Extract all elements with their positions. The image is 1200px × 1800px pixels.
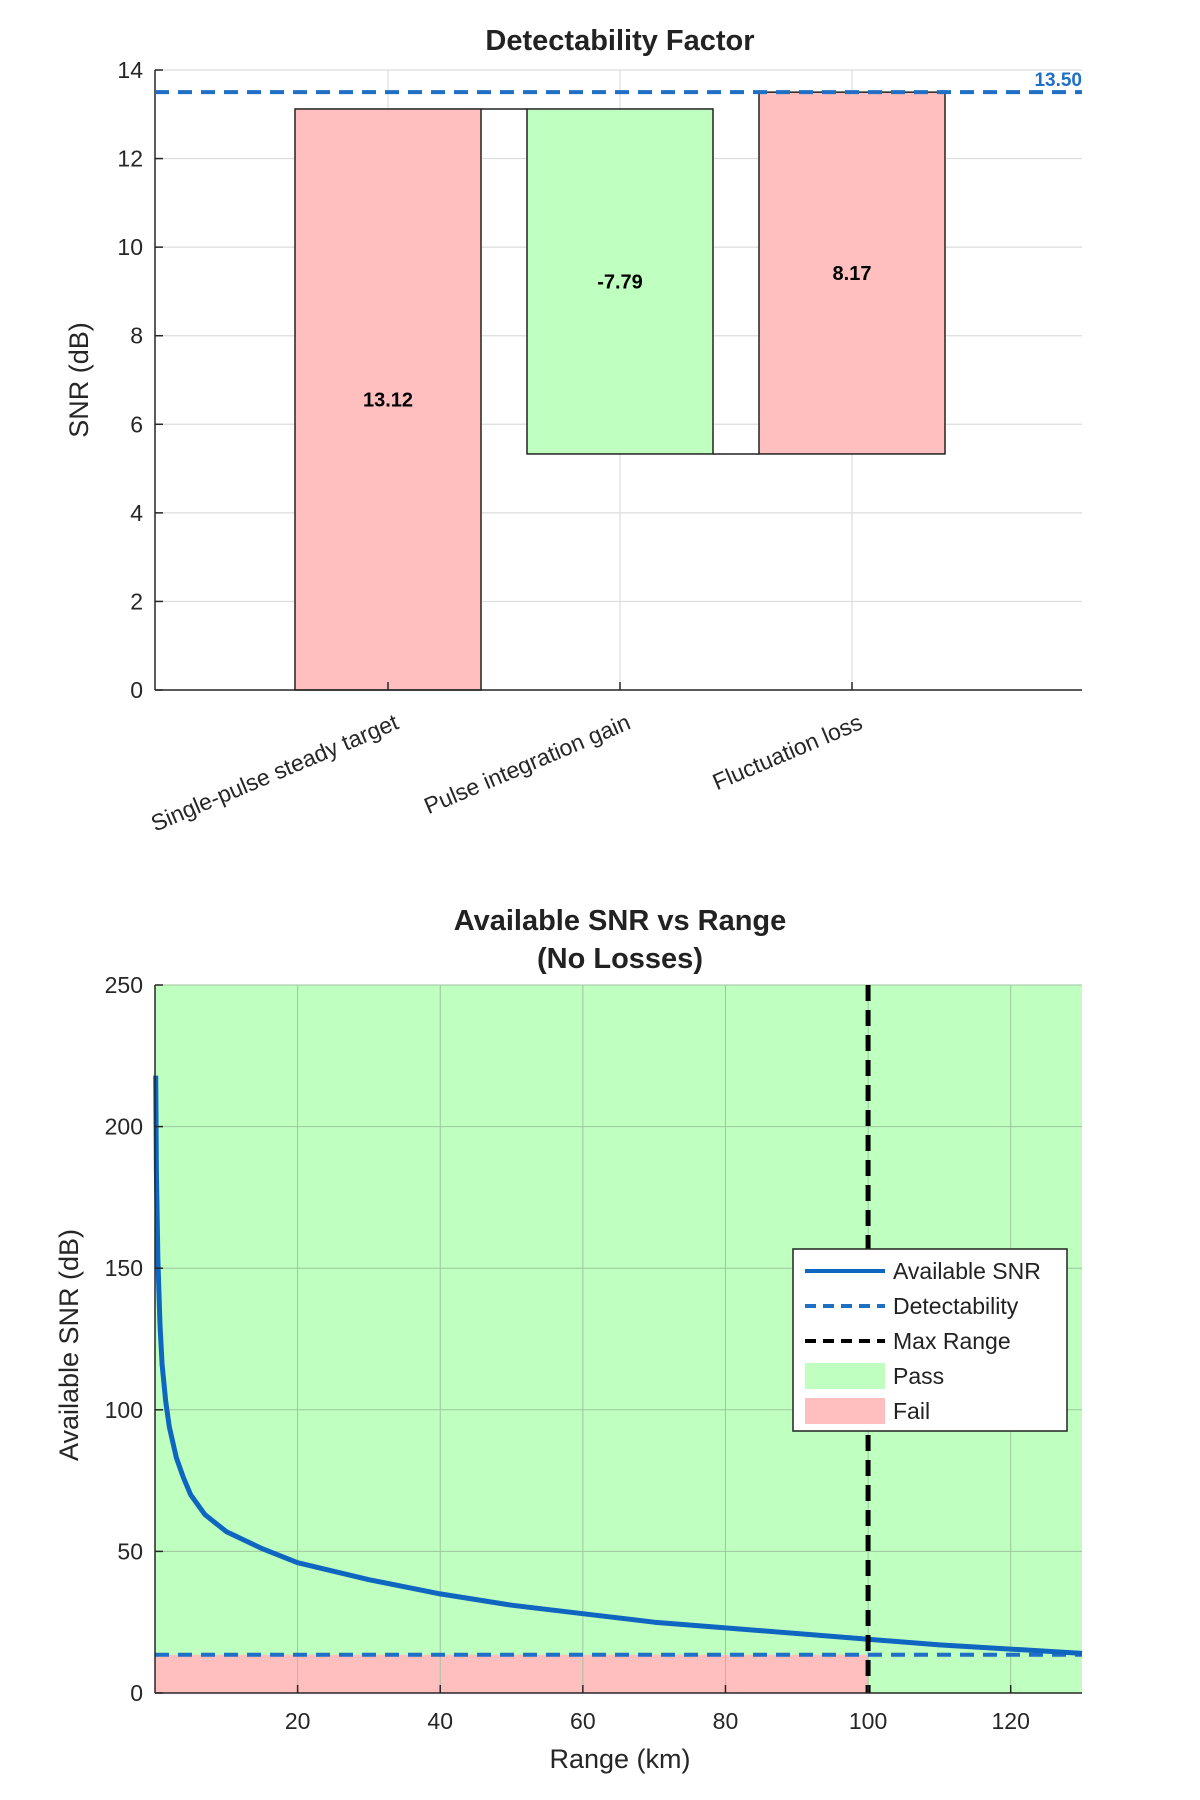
chart2-y-tick-label: 0 — [130, 1680, 143, 1706]
chart2-y-tick-label: 250 — [105, 972, 143, 998]
chart2-y-axis-label: Available SNR (dB) — [54, 1229, 84, 1461]
chart1-bar-value-label: -7.79 — [597, 271, 643, 293]
chart2-legend-entry-label: Max Range — [893, 1328, 1011, 1354]
chart1-bar-value-label: 8.17 — [833, 263, 872, 285]
chart2-x-tick-label: 20 — [285, 1708, 311, 1734]
chart2-title-line2: (No Losses) — [537, 943, 703, 975]
chart1-title: Detectability Factor — [485, 25, 754, 57]
chart2-legend: Available SNR Detectability Max Range Pass F… — [792, 1248, 1068, 1432]
chart1-bar — [526, 108, 714, 455]
chart2-legend-entry-label: Available SNR — [893, 1258, 1041, 1284]
chart2-x-tick-label: 40 — [427, 1708, 453, 1734]
chart2-x-axis-label: Range (km) — [549, 1744, 690, 1774]
chart2-x-tick-label: 100 — [849, 1708, 887, 1734]
chart1-y-tick-label: 10 — [117, 234, 143, 260]
chart1-y-tick-label: 2 — [130, 588, 143, 614]
chart1-y-tick-label: 4 — [130, 500, 143, 526]
chart1-y-tick-label: 6 — [130, 411, 143, 437]
chart2-y-tick-label: 50 — [117, 1538, 143, 1564]
chart2-plot-area: 20 40 60 80 100 120 0 50 100 150 200 250 Available S… — [105, 972, 1083, 1734]
chart2-fail-region — [155, 1654, 869, 1693]
chart2-legend-entry-label: Detectability — [893, 1293, 1019, 1319]
chart2-x-tick-label: 80 — [713, 1708, 739, 1734]
chart2-available-snr-line — [153, 1075, 1083, 1656]
chart2-x-tick-label: 120 — [992, 1708, 1030, 1734]
chart1-detectability-label: 13.50 — [1034, 70, 1082, 91]
chart1-y-axis-label: SNR (dB) — [64, 322, 94, 438]
chart1-y-tick-label: 0 — [130, 677, 143, 703]
chart2-legend-entry-label: Pass — [893, 1363, 944, 1389]
chart2-title-line1: Available SNR vs Range — [454, 905, 787, 937]
chart2-x-tick-label: 60 — [570, 1708, 596, 1734]
chart2-y-tick-label: 150 — [105, 1255, 143, 1281]
chart2-legend-patch-swatch — [805, 1363, 885, 1389]
chart1-bar — [294, 108, 482, 691]
available-snr-chart: Available SNR vs Range (No Losses) Avail… — [54, 905, 1083, 1774]
chart2-legend-entry-label: Fail — [893, 1398, 930, 1424]
chart2-legend-patch-swatch — [805, 1398, 885, 1424]
chart1-y-tick-label: 14 — [117, 57, 143, 83]
chart2-y-tick-label: 100 — [105, 1397, 143, 1423]
chart1-y-tick-label: 12 — [117, 146, 143, 172]
chart1-bar-value-label: 13.12 — [363, 389, 413, 411]
chart2-y-tick-label: 200 — [105, 1114, 143, 1140]
chart1-y-tick-label: 8 — [130, 323, 143, 349]
